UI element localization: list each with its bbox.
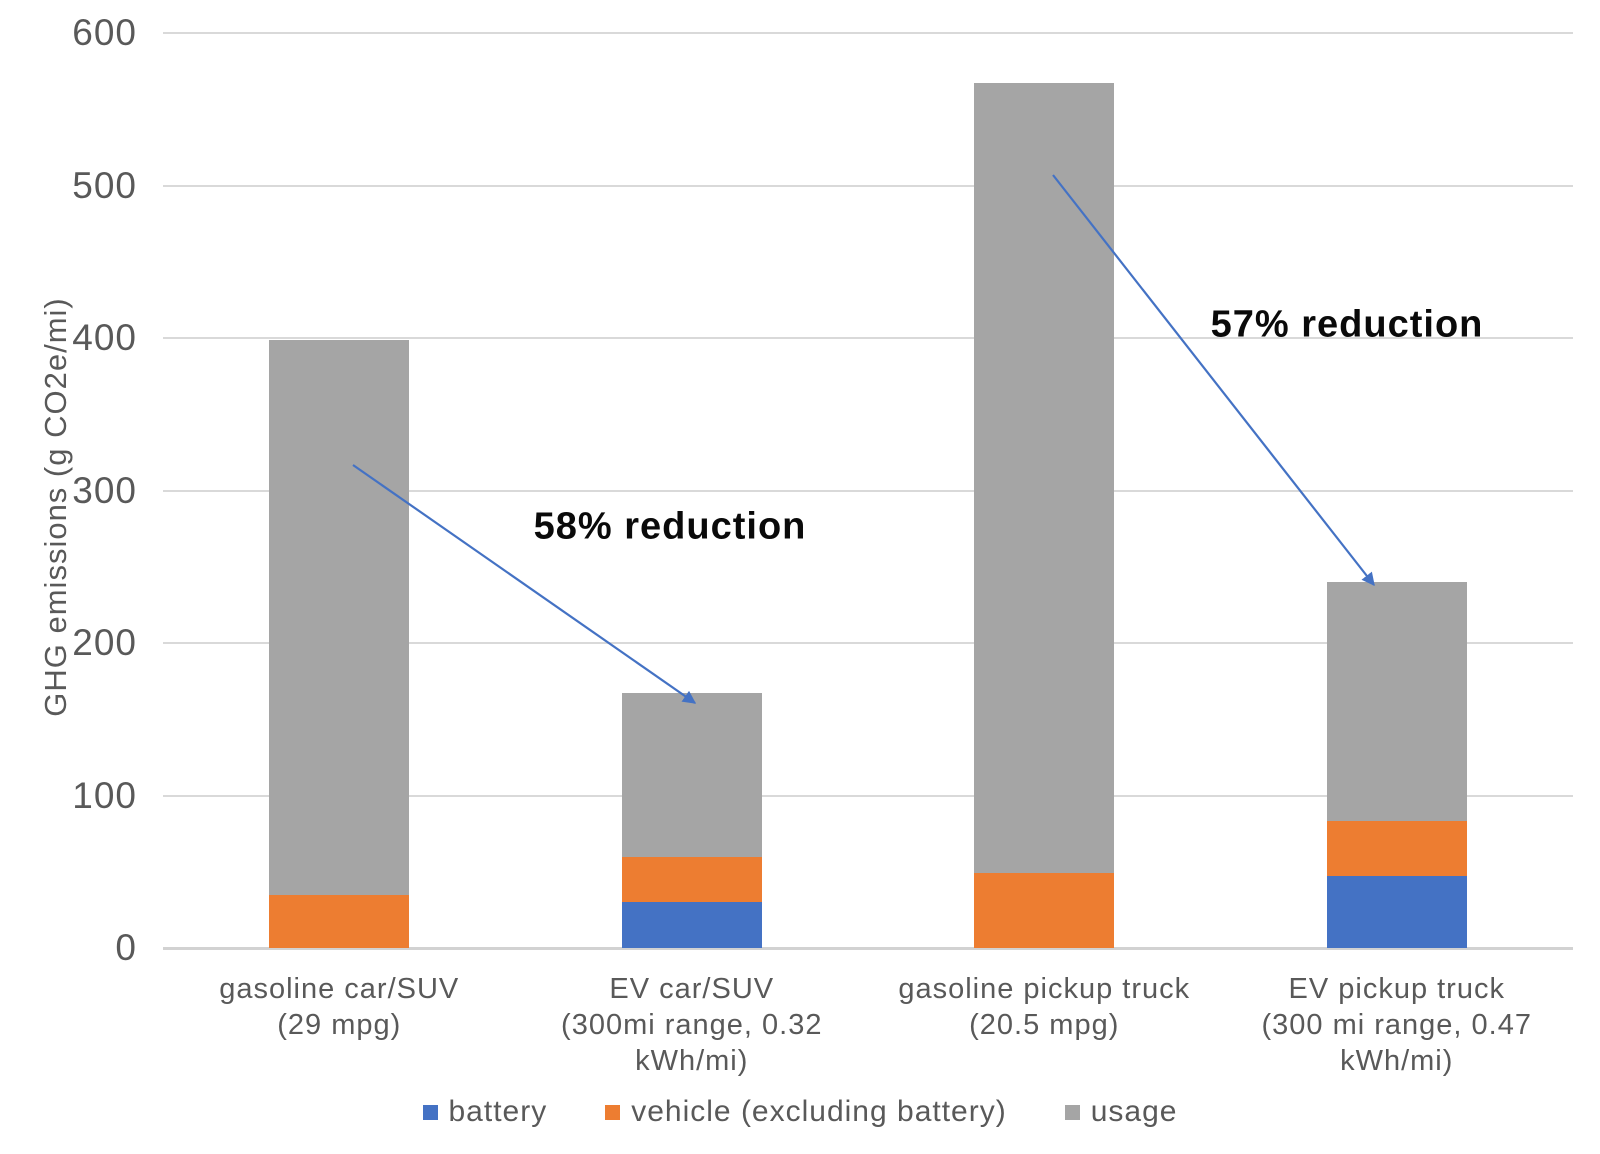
legend-item: battery [422,1095,548,1129]
legend-label: vehicle (excluding battery) [631,1095,1007,1128]
legend-item: usage [1064,1095,1178,1129]
annotation-text: 58% reduction [533,505,807,548]
legend: battery vehicle (excluding battery) usage [0,1095,1600,1129]
bar-segment [622,902,762,948]
legend-label: battery [448,1095,548,1128]
bar-segment [269,340,409,895]
x-axis-category-label: EV car/SUV (300mi range, 0.32 kWh/mi) [561,973,823,1077]
legend-color-swatch [1064,1104,1080,1120]
annotation-text: 57% reduction [1210,303,1484,346]
bar-segment [1327,582,1467,821]
y-tick-label: 100 [72,774,137,816]
y-tick-label: 400 [72,317,137,358]
bar-segment [974,83,1114,873]
x-axis-category-label: gasoline car/SUV (29 mpg) [219,973,460,1041]
gridline [163,490,1573,492]
gridline [163,795,1573,797]
bar-segment [1327,821,1467,876]
gridline [163,32,1573,34]
legend-color-swatch [605,1104,621,1120]
legend-item: vehicle (excluding battery) [605,1095,1007,1129]
y-tick-label: 300 [72,469,137,511]
gridline [163,947,1573,950]
bar-segment [622,857,762,902]
legend-color-swatch [422,1104,438,1120]
legend-label: usage [1090,1095,1178,1128]
x-axis-category-label: gasoline pickup truck (20.5 mpg) [898,973,1191,1041]
gridline [163,642,1573,644]
bar-segment [974,873,1114,948]
bar-segment [622,693,762,857]
y-tick-label: 200 [72,622,137,663]
gridline [163,337,1573,339]
bar-segment [269,895,409,948]
bar-segment [1327,876,1467,948]
y-tick-label: 500 [72,164,137,206]
y-tick-label: 0 [115,927,137,968]
x-axis-category-label: EV pickup truck (300 mi range, 0.47 kWh/… [1261,973,1532,1077]
gridline [163,185,1573,187]
y-tick-label: 600 [72,12,137,53]
